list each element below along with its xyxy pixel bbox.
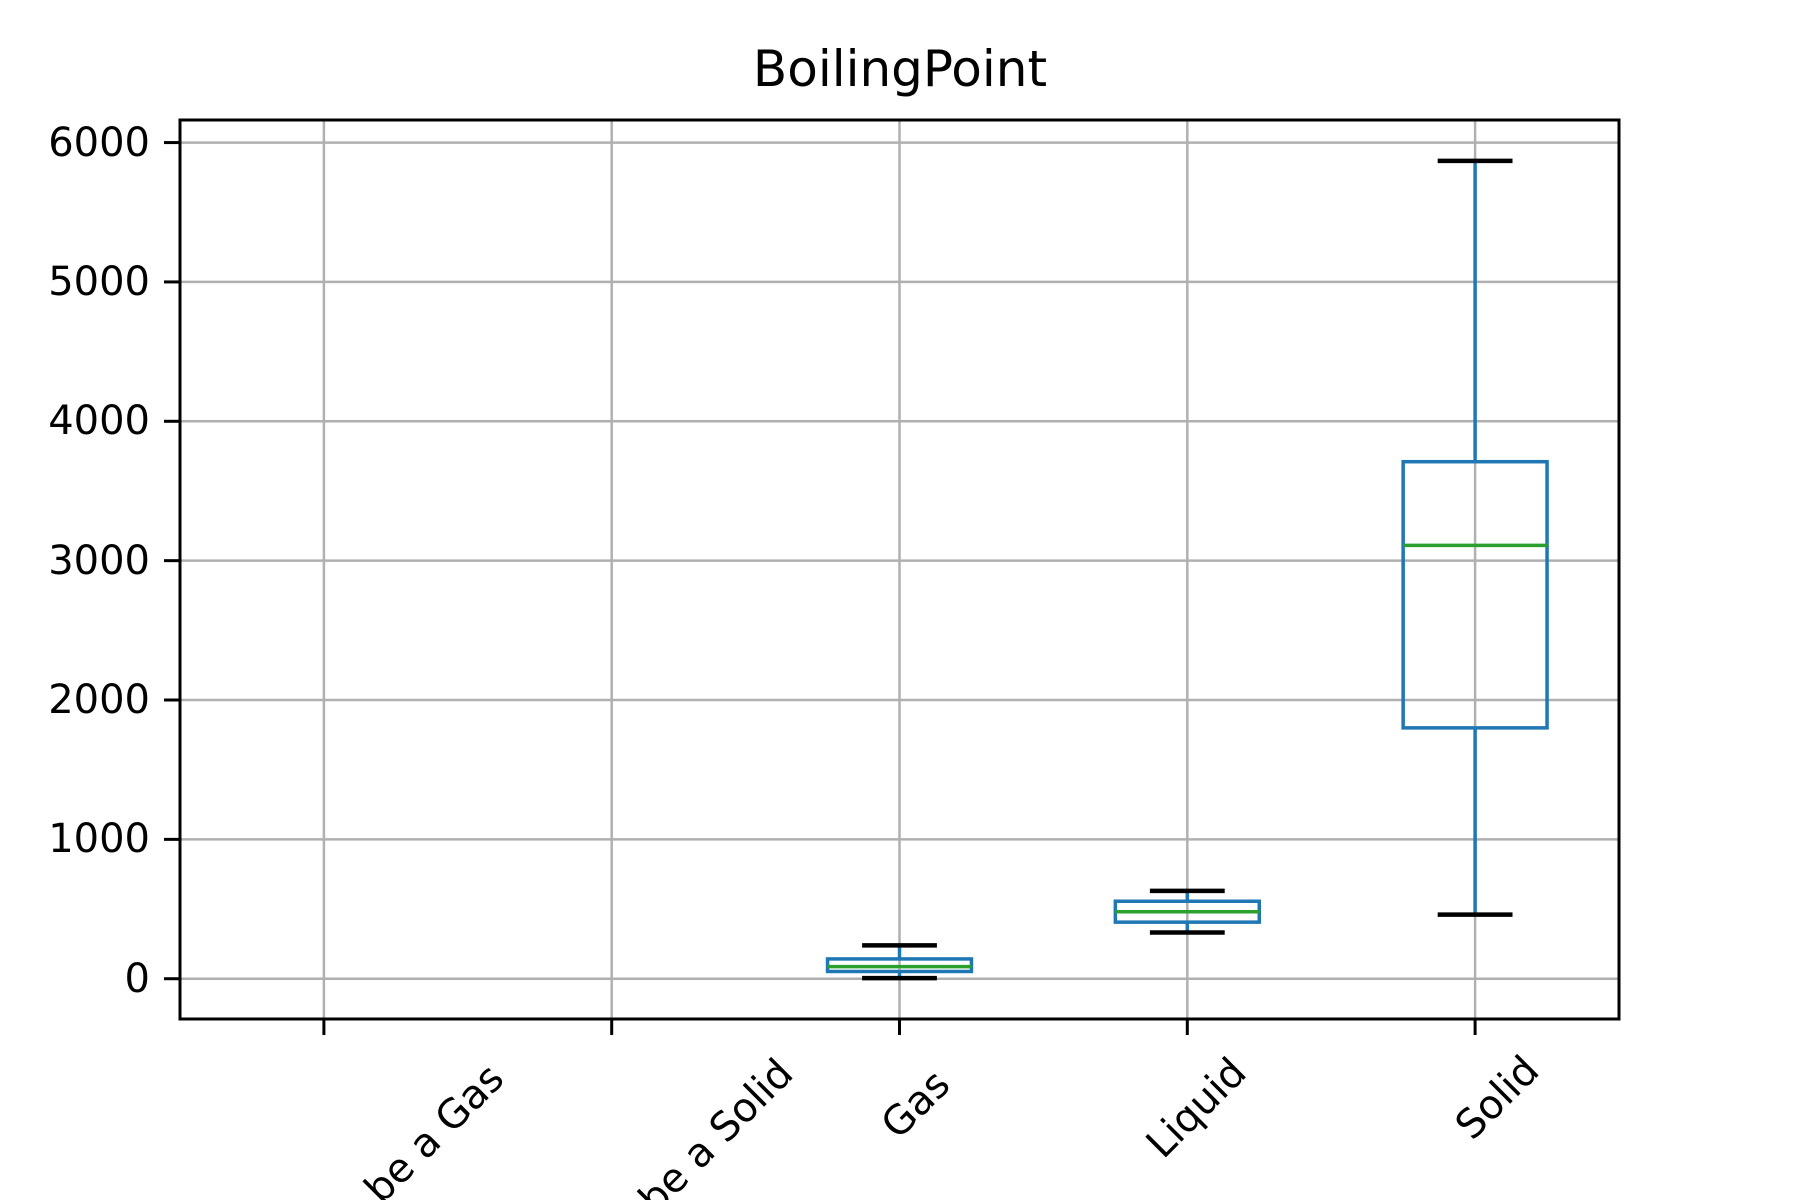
y-tick-label: 5000 [48, 258, 150, 305]
y-tick-label: 0 [124, 955, 150, 1002]
box [1401, 459, 1549, 730]
y-tick-label: 2000 [48, 677, 150, 723]
y-tick-label: 3000 [48, 537, 150, 584]
y-tick-label: 4000 [48, 398, 150, 445]
y-tick-label: 1000 [48, 816, 150, 863]
chart-title: BoilingPoint [752, 40, 1048, 98]
y-tick-label: 6000 [48, 119, 150, 166]
